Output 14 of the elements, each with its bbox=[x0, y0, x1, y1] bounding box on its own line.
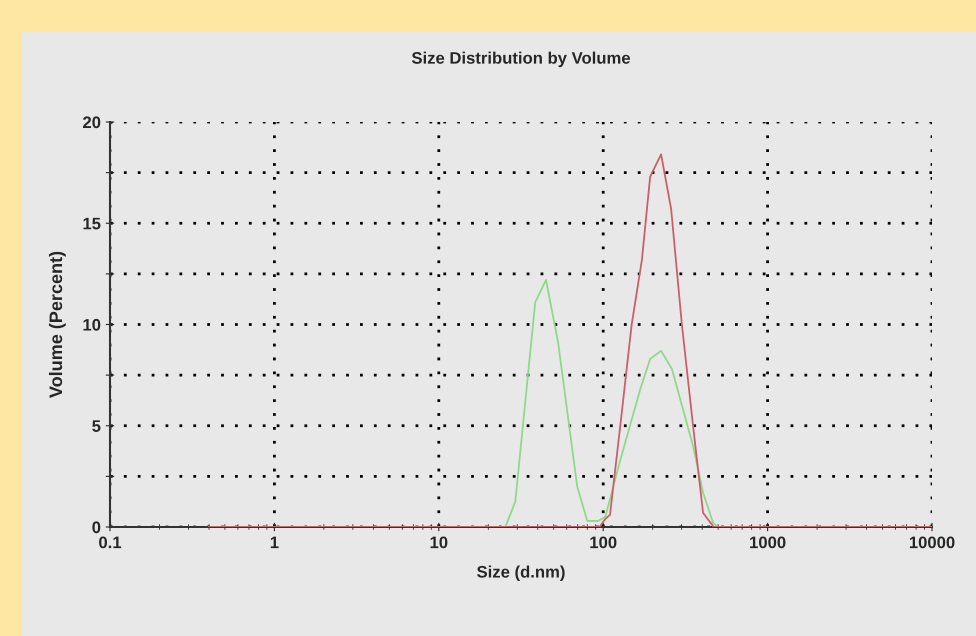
x-tick-label: 10 bbox=[430, 536, 448, 548]
x-tick-label: 1000 bbox=[750, 536, 786, 548]
x-tick-label: 100 bbox=[590, 536, 616, 548]
x-tick-label: 0.1 bbox=[99, 536, 122, 548]
y-tick-label: 20 bbox=[83, 116, 100, 128]
x-tick-label: 1 bbox=[270, 536, 279, 548]
y-tick-label: 5 bbox=[92, 420, 101, 432]
y-tick-label: 15 bbox=[83, 218, 101, 230]
chart-title: Size Distribution by Volume bbox=[412, 52, 630, 68]
x-tick-label: 10000 bbox=[910, 536, 954, 548]
x-axis-title: Size (d.nm) bbox=[477, 565, 565, 581]
y-axis-title: Volume (Percent) bbox=[48, 252, 66, 398]
y-tick-label: 10 bbox=[83, 318, 100, 331]
y-tick-label: 0 bbox=[92, 521, 100, 534]
